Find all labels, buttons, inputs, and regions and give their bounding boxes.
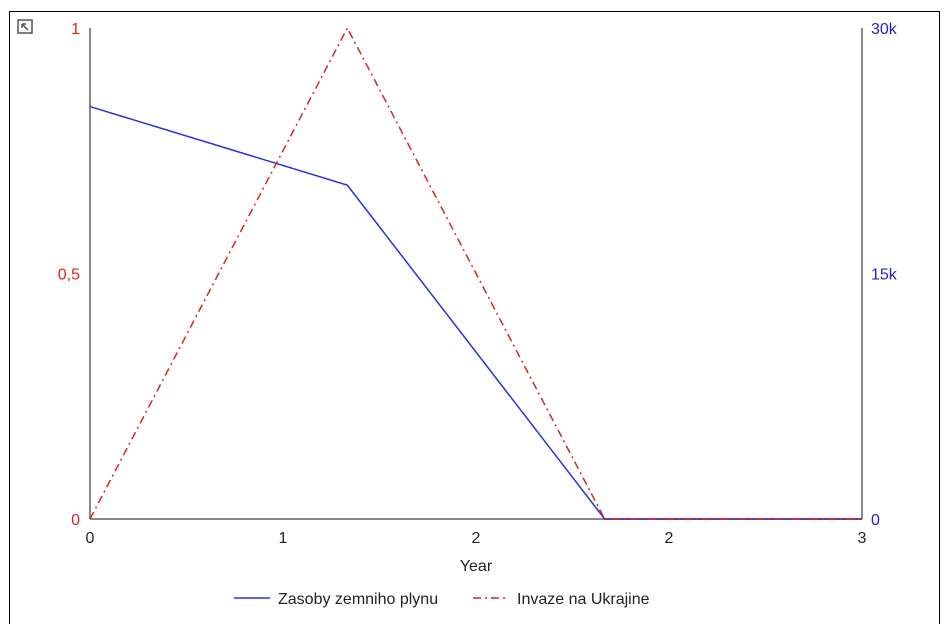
left-y-tick-label: 1 [71, 21, 80, 38]
collapse-icon[interactable] [17, 19, 33, 34]
series-line-1 [89, 26, 862, 520]
left-y-tick-label: 0 [71, 512, 80, 529]
right-y-tick-label: 15k [871, 267, 898, 284]
legend: Zasoby zemniho plynu Invaze na Ukrajine [234, 591, 650, 608]
legend-label: Invaze na Ukrajine [517, 591, 650, 608]
x-tick-label: 3 [858, 530, 867, 547]
x-axis-title: Year [460, 558, 493, 575]
right-y-tick-label: 0 [871, 512, 880, 529]
x-tick-label: 0 [86, 530, 95, 547]
right-y-tick-label: 30k [871, 21, 898, 38]
chart-frame [9, 11, 940, 624]
x-tick-label: 2 [665, 530, 674, 547]
series-line-0 [89, 105, 862, 520]
legend-label: Zasoby zemniho plynu [278, 591, 438, 608]
x-tick-label: 1 [279, 530, 288, 547]
left-y-tick-label: 0,5 [58, 267, 80, 284]
x-tick-label: 2 [472, 530, 481, 547]
